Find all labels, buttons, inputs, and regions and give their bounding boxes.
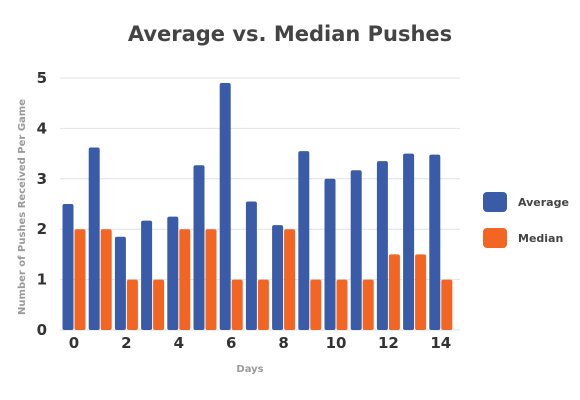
bar-median-0 xyxy=(74,229,86,330)
bar-average-14 xyxy=(429,154,441,330)
bar-average-1 xyxy=(88,147,100,330)
x-axis-ticks: 0 2 4 6 8 10 12 14 xyxy=(69,334,451,352)
bar-average-11 xyxy=(350,170,362,330)
legend-label-median: Median xyxy=(518,232,563,245)
bar-median-8 xyxy=(284,229,296,330)
bar-median-5 xyxy=(205,229,217,330)
y-tick-label: 4 xyxy=(37,119,47,137)
bar-median-7 xyxy=(257,279,269,330)
legend-label-average: Average xyxy=(518,196,569,209)
bar-average-9 xyxy=(298,151,310,330)
bar-average-2 xyxy=(114,236,126,330)
bar-average-6 xyxy=(219,83,231,330)
x-tick-label: 6 xyxy=(226,334,236,352)
x-tick-label: 0 xyxy=(69,334,79,352)
x-tick-label: 2 xyxy=(121,334,131,352)
legend: Average Median xyxy=(483,192,569,248)
legend-swatch-median xyxy=(483,228,507,248)
bar-median-6 xyxy=(231,279,243,330)
bar-average-3 xyxy=(141,220,153,330)
bars xyxy=(62,83,453,330)
x-tick-label: 8 xyxy=(278,334,288,352)
bar-median-1 xyxy=(100,229,112,330)
y-tick-label: 2 xyxy=(37,220,47,238)
legend-swatch-average xyxy=(483,192,507,212)
bar-average-7 xyxy=(245,201,257,330)
bar-average-5 xyxy=(193,165,205,330)
bar-median-2 xyxy=(126,279,138,330)
bar-median-10 xyxy=(336,279,348,330)
bar-average-13 xyxy=(403,153,415,330)
bar-average-4 xyxy=(167,216,179,330)
bar-average-10 xyxy=(324,178,336,330)
bar-average-12 xyxy=(376,161,388,330)
chart-title: Average vs. Median Pushes xyxy=(128,22,452,46)
y-axis-ticks: 0 1 2 3 4 5 xyxy=(37,69,47,339)
bar-median-9 xyxy=(310,279,322,330)
x-tick-label: 10 xyxy=(326,334,347,352)
x-tick-label: 14 xyxy=(430,334,451,352)
bar-median-4 xyxy=(179,229,191,330)
y-tick-label: 5 xyxy=(37,69,47,87)
y-axis-title: Number of Pushes Received Per Game xyxy=(17,99,28,315)
bar-median-11 xyxy=(362,279,374,330)
bar-median-14 xyxy=(441,279,453,330)
x-tick-label: 12 xyxy=(378,334,399,352)
bar-average-0 xyxy=(62,204,74,330)
y-tick-label: 3 xyxy=(37,170,47,188)
bar-median-3 xyxy=(153,279,165,330)
y-tick-label: 0 xyxy=(37,321,47,339)
bar-median-12 xyxy=(388,254,400,330)
x-tick-label: 4 xyxy=(174,334,184,352)
x-axis-title: Days xyxy=(236,364,263,375)
bar-median-13 xyxy=(415,254,427,330)
bar-average-8 xyxy=(272,225,284,330)
y-tick-label: 1 xyxy=(37,271,47,289)
